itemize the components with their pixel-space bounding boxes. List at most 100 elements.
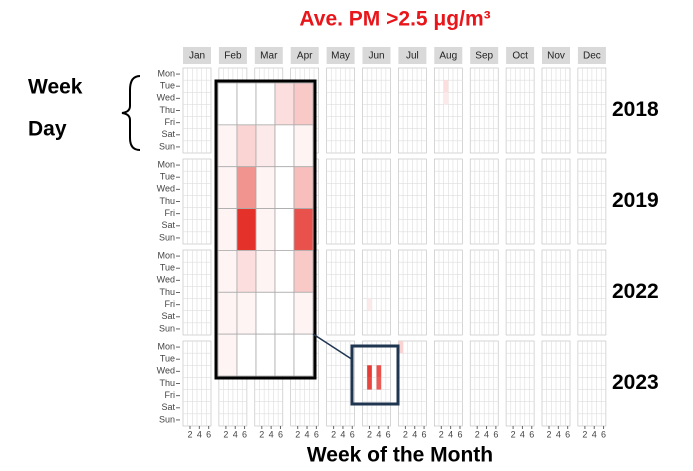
inset-cell (293, 208, 314, 251)
weekday-label: Tue (160, 81, 175, 91)
inset-cell (274, 124, 295, 168)
inset-cell (293, 250, 314, 293)
chart-title: Ave. PM >2.5 μg/m³ (299, 8, 490, 31)
inset-cell (255, 208, 276, 251)
inset-cell (255, 250, 276, 293)
heat-cell (443, 80, 449, 93)
y-label-line: Day (28, 118, 67, 141)
overlays (214, 79, 400, 406)
weekday-label: Wed (157, 366, 175, 376)
weekday-label: Wed (157, 275, 175, 285)
weekday-label: Mon (157, 159, 175, 169)
inset-cell (293, 291, 314, 335)
x-tick-label: 4 (233, 429, 238, 439)
x-tick-label: 6 (242, 429, 247, 439)
month-strip (398, 47, 427, 64)
x-tick-label: 4 (592, 429, 597, 439)
weekday-label: Tue (160, 263, 175, 273)
inset-cell (274, 250, 295, 293)
x-tick-label: 6 (457, 429, 462, 439)
x-tick-label: 6 (422, 429, 427, 439)
x-tick-label: 4 (484, 429, 489, 439)
month-strip (183, 47, 211, 64)
x-tick-label: 4 (448, 429, 453, 439)
weekday-label: Sat (161, 311, 175, 321)
month-label: Mar (260, 51, 278, 62)
heat-cell (398, 341, 404, 354)
x-tick-label: 6 (314, 429, 319, 439)
inset-cell (217, 166, 238, 209)
inset-cell (274, 82, 295, 126)
x-tick-label: 2 (546, 429, 551, 439)
weekday-label: Mon (157, 68, 175, 78)
weekday-label: Fri (165, 117, 176, 127)
x-tick-label: 4 (269, 429, 274, 439)
weekday-label: Fri (165, 390, 176, 400)
weekday-label: Tue (160, 354, 175, 364)
month-strip (577, 47, 606, 64)
heat-cell (367, 377, 372, 390)
x-axis-label: Week of the Month (307, 444, 493, 467)
inset-cell (274, 166, 295, 209)
month-strip (290, 47, 319, 64)
month-label: Oct (512, 51, 528, 62)
x-tick-label: 2 (439, 429, 444, 439)
inset-cell (236, 250, 257, 293)
month-label: May (331, 51, 350, 62)
month-label: Feb (224, 51, 242, 62)
month-strip (506, 47, 535, 64)
heat-cell (367, 365, 372, 378)
x-tick-label: 6 (565, 429, 570, 439)
x-tick-label: 6 (529, 429, 534, 439)
month-strip (326, 47, 355, 64)
month-label: Nov (547, 51, 565, 62)
inset-cell (255, 124, 276, 168)
weekday-label: Thu (159, 378, 175, 388)
inset-cell (293, 82, 314, 126)
inset-cell (274, 291, 295, 335)
year-label: 2022 (612, 280, 659, 303)
weekday-label: Wed (157, 184, 175, 194)
y-label-line: Week (28, 76, 83, 99)
weekday-label: Thu (159, 196, 175, 206)
highlight-box (350, 344, 400, 406)
x-tick-label: 6 (350, 429, 355, 439)
weekday-label: Tue (160, 172, 175, 182)
weekday-label: Sat (161, 402, 175, 412)
month-strip (362, 47, 391, 64)
x-tick-label: 2 (187, 429, 192, 439)
inset-cell (293, 124, 314, 168)
weekday-label: Fri (165, 299, 176, 309)
month-strip (434, 47, 463, 64)
month-label: Sep (475, 51, 493, 62)
x-tick-label: 4 (412, 429, 417, 439)
x-tick-label: 2 (511, 429, 516, 439)
month-label: Aug (439, 51, 457, 62)
x-tick-label: 6 (206, 429, 211, 439)
weekday-label: Thu (159, 287, 175, 297)
x-tick-label: 2 (259, 429, 264, 439)
heat-cell (376, 365, 382, 378)
inset-cell (274, 333, 295, 377)
weekday-label: Mon (157, 341, 175, 351)
weekday-label: Sun (159, 232, 175, 242)
x-tick-label: 4 (376, 429, 381, 439)
month-label: Jul (406, 51, 419, 62)
x-tick-label: 6 (601, 429, 606, 439)
x-tick-label: 2 (331, 429, 336, 439)
inset-cell (217, 208, 238, 251)
inset-cell (236, 208, 257, 251)
year-label: 2019 (612, 189, 659, 212)
x-tick-label: 4 (556, 429, 561, 439)
x-tick-label: 6 (386, 429, 391, 439)
x-tick-label: 4 (197, 429, 202, 439)
weekday-label: Sun (159, 414, 175, 424)
connector (312, 333, 354, 361)
x-tick-label: 6 (278, 429, 283, 439)
bracket (121, 75, 141, 151)
inset-cell (236, 166, 257, 209)
weekday-label: Sat (161, 129, 175, 139)
inset-cell (236, 124, 257, 168)
inset-cell (217, 291, 238, 335)
inset-cell (255, 291, 276, 335)
